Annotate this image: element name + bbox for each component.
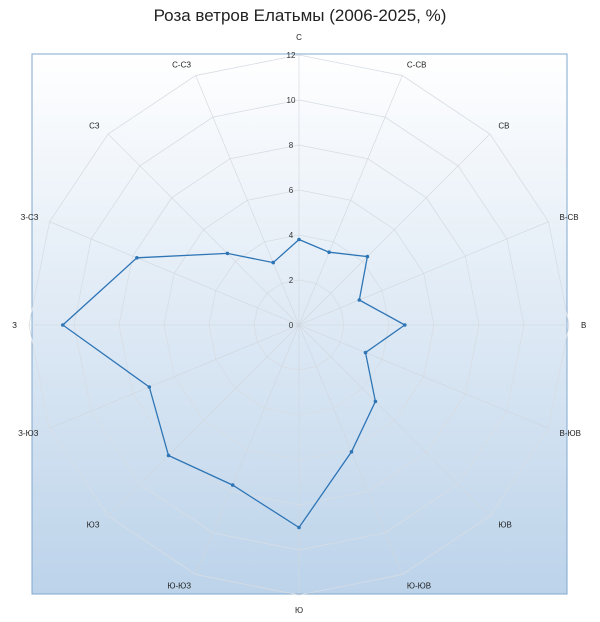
data-point [363, 350, 368, 355]
data-point [61, 323, 65, 327]
grid-spoke [195, 324, 300, 575]
data-point [403, 323, 407, 327]
grid-spoke [49, 324, 300, 429]
direction-label: В-СВ [560, 213, 579, 222]
direction-label: Ю-ЮЗ [167, 582, 191, 591]
direction-label: С-СВ [407, 61, 427, 70]
radial-tick-label: 10 [287, 96, 296, 105]
data-point [147, 385, 152, 389]
direction-label: Ю [295, 606, 303, 615]
direction-label: ЮЗ [87, 520, 100, 529]
direction-label: ЮВ [498, 520, 511, 529]
direction-label: С [296, 33, 302, 42]
data-point [225, 251, 230, 256]
direction-label: СЗ [89, 122, 100, 131]
data-point [349, 450, 354, 454]
data-point [365, 254, 370, 259]
data-point [166, 453, 171, 458]
direction-label: З-СЗ [20, 213, 38, 222]
radial-tick-label: 6 [289, 186, 294, 195]
radial-tick-label: 12 [287, 51, 296, 60]
data-point [357, 298, 362, 302]
radial-tick-label: 2 [289, 276, 294, 285]
data-point [297, 237, 301, 242]
radial-tick-label: 0 [289, 321, 294, 330]
data-point [271, 260, 276, 265]
grid-spoke [298, 221, 549, 326]
radial-ticks: 0 2 4 6 8 10 12 [287, 51, 296, 330]
radial-tick-label: 4 [289, 231, 294, 240]
grid-spoke [298, 75, 403, 326]
direction-label: С-СЗ [172, 61, 191, 70]
grid-spoke [298, 324, 403, 575]
series-layer [61, 237, 407, 530]
radial-tick-label: 8 [289, 141, 294, 150]
direction-label: СВ [498, 122, 509, 131]
grid-spoke [107, 324, 300, 517]
data-point [230, 483, 235, 487]
direction-label: В [581, 321, 586, 330]
direction-label: З-ЮЗ [18, 429, 39, 438]
grid-spoke [298, 324, 491, 517]
grid-spoke [107, 133, 300, 326]
direction-label: Ю-ЮВ [407, 582, 431, 591]
direction-label: З [12, 321, 17, 330]
grid [28, 54, 570, 596]
direction-label: В-ЮВ [560, 429, 581, 438]
data-point [327, 250, 331, 254]
grid-spoke [195, 75, 300, 326]
data-point [373, 399, 378, 404]
grid-spoke [298, 133, 491, 326]
grid-spoke [49, 221, 300, 326]
data-point [135, 255, 139, 260]
grid-spoke [298, 324, 549, 429]
data-point [297, 525, 301, 530]
chart-title: Роза ветров Елатьмы (2006-2025, %) [153, 6, 447, 25]
direction-labels: С С-СВ СВ В-СВ В В-ЮВ ЮВ Ю-ЮВ Ю Ю-ЮЗ ЮЗ З-ЮЗ З З-СЗ СЗ… [12, 33, 586, 615]
